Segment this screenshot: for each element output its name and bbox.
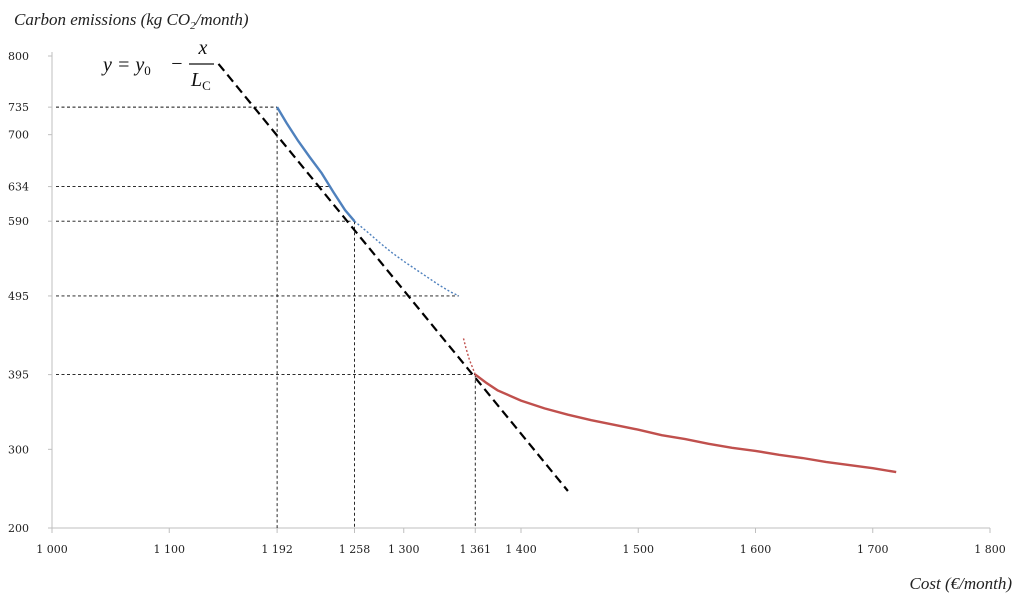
series-curve-0-solid [276, 106, 356, 222]
y-axis-title: Carbon emissions (kg CO2/month) [14, 10, 249, 32]
y-tick-label-634: 634 [8, 181, 29, 194]
equation-minus: − [170, 53, 184, 75]
series-curve-3-solid [474, 373, 897, 474]
y-axis-title-tail: /month) [195, 10, 249, 29]
y-tick-label-495: 495 [8, 290, 29, 303]
y-tick-label-200: 200 [8, 522, 29, 535]
x-tick-labels: 1 000 1 100 1 192 1 258 1 300 1 361 1 400 1 500… [36, 543, 1006, 556]
series-group [276, 106, 897, 474]
x-tick-label-1000: 1 000 [36, 543, 68, 556]
y-axis-title-sub: 2 [190, 20, 196, 32]
y-tick-label-700: 700 [8, 129, 29, 142]
equation-annotation: y = y0 − x LC [101, 37, 214, 93]
x-tick-label-1361: 1 361 [460, 543, 492, 556]
series-curve-2-dotted [462, 338, 476, 375]
x-tick-label-1700: 1 700 [857, 543, 889, 556]
equation-lhs-text: y = y [101, 54, 144, 76]
tangent-group [217, 63, 569, 492]
x-tick-label-1400: 1 400 [505, 543, 537, 556]
equation-den-text: L [190, 69, 202, 91]
guide-lines [56, 106, 476, 528]
y-tick-labels: 200 300 395 495 590 634 700 735 800 [8, 50, 29, 535]
equation-lhs-sub: 0 [144, 63, 151, 78]
x-tick-label-1192: 1 192 [261, 543, 293, 556]
x-tick-label-1600: 1 600 [740, 543, 772, 556]
series-curve-1-dotted [354, 220, 460, 297]
x-tick-label-1500: 1 500 [623, 543, 655, 556]
equation-numerator: x [198, 37, 208, 59]
x-tick-label-1300: 1 300 [388, 543, 420, 556]
x-tick-label-1100: 1 100 [154, 543, 186, 556]
y-tick-label-300: 300 [8, 443, 29, 456]
tangent-line [217, 63, 569, 492]
x-axis-title: Cost (€/month) [910, 574, 1013, 593]
x-tick-label-1800: 1 800 [974, 543, 1006, 556]
y-axis-title-main: Carbon emissions (kg CO [14, 10, 190, 29]
equation-den-sub: C [202, 78, 211, 93]
x-tick-label-1258: 1 258 [339, 543, 371, 556]
y-tick-label-590: 590 [8, 215, 29, 228]
y-tick-label-800: 800 [8, 50, 29, 63]
y-tick-label-735: 735 [8, 101, 29, 114]
axes [48, 52, 991, 533]
equation-lhs: y = y0 [101, 54, 151, 78]
equation-denominator: LC [190, 69, 211, 93]
y-tick-label-395: 395 [8, 369, 29, 382]
